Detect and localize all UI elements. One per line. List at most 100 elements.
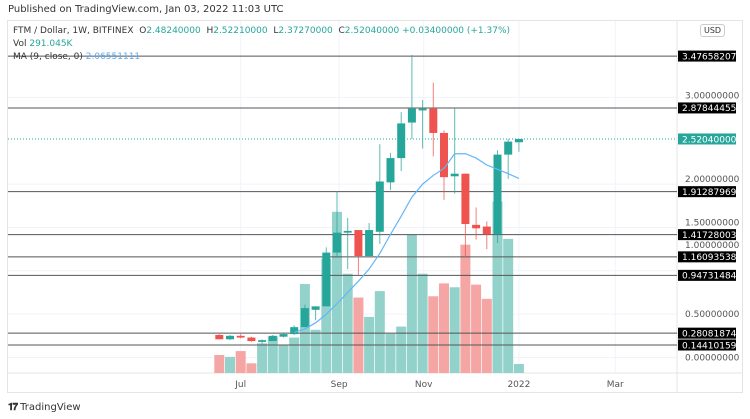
logo-text: TradingView — [20, 402, 81, 413]
volume-bar — [235, 351, 246, 373]
y-tick-label: 0.50000000 — [685, 310, 740, 320]
candle-body — [450, 173, 459, 177]
volume-bar — [332, 211, 342, 373]
candle-body — [322, 252, 331, 307]
level-label-bg — [678, 229, 736, 241]
y-tick-label: 0.00000000 — [685, 354, 740, 364]
level-price-label: 3.47658207 — [682, 52, 736, 62]
level-label-bg — [678, 339, 736, 351]
ma-label: MA (9, close, 0) — [13, 52, 83, 62]
level-price-label: 2.87844455 — [682, 104, 736, 114]
chart-frame — [7, 20, 743, 393]
volume-bar — [396, 326, 407, 373]
last-price-label-bg — [678, 133, 736, 145]
level-label-bg — [678, 251, 736, 263]
last-price-label: 2.52040000 — [682, 135, 737, 145]
candle-body — [311, 306, 320, 310]
candle-body — [407, 108, 416, 123]
chart-legend: FTM / Dollar, 1W, BITFINEX O2.48240000 H… — [13, 26, 511, 62]
candle-body — [354, 230, 363, 257]
volume-bar — [246, 363, 257, 373]
y-tick-label: 1.50000000 — [685, 218, 740, 228]
volume-bar — [406, 235, 417, 373]
x-tick-label: Sep — [331, 380, 348, 390]
volume-bar — [481, 298, 492, 373]
candle-body — [375, 181, 384, 232]
candle-body — [268, 335, 277, 342]
level-label-bg — [678, 102, 736, 114]
level-price-label: 0.14410159 — [682, 341, 737, 351]
volume-bar — [471, 284, 482, 373]
published-caption: Published on TradingView.com, Jan 03, 20… — [8, 4, 284, 15]
candle-body — [440, 132, 448, 178]
level-price-label: 0.94731484 — [682, 272, 737, 282]
candle-body — [333, 232, 341, 253]
candle-body — [236, 335, 245, 338]
volume-bar — [417, 273, 428, 373]
volume-bar — [385, 333, 396, 373]
y-tick-label: 3.00000000 — [685, 91, 740, 101]
level-price-label: 1.16093538 — [682, 253, 737, 263]
candle-body — [514, 138, 523, 143]
candle-body — [258, 340, 267, 342]
volume-bar — [428, 296, 439, 373]
candle-body — [461, 173, 470, 224]
level-label-bg — [678, 186, 736, 198]
candle-body — [472, 224, 481, 229]
candle-body — [247, 337, 256, 342]
x-tick-label: Nov — [415, 380, 433, 390]
level-price-label: 1.41728003 — [682, 231, 736, 241]
volume-bar — [278, 345, 289, 373]
change-value: +0.03400000 (+1.37%) — [402, 26, 511, 36]
volume-bar — [503, 238, 514, 373]
tradingview-logo[interactable]: 𝟏𝟕 TradingView — [8, 402, 81, 413]
volume-bar — [353, 297, 364, 373]
volume-bar — [342, 273, 353, 373]
currency-button[interactable]: USD — [700, 24, 726, 37]
volume-bar — [460, 244, 471, 373]
candle-body — [290, 327, 299, 335]
candle-body — [504, 141, 513, 155]
candle-body — [215, 334, 224, 340]
volume-bar — [289, 337, 300, 373]
candle-body — [386, 158, 395, 183]
volume-bar — [225, 356, 235, 373]
candle-body — [365, 230, 374, 257]
close-value: 2.52040000 — [344, 26, 400, 36]
vol-label: Vol — [13, 39, 27, 49]
level-label-bg — [678, 50, 736, 62]
candle-body — [418, 108, 427, 111]
level-label-bg — [678, 269, 736, 281]
y-tick-label: 1.00000000 — [685, 241, 740, 251]
vol-value: 291.045K — [29, 39, 73, 49]
volume-bar — [439, 283, 449, 373]
volume-bar — [310, 329, 321, 373]
candle-body — [493, 154, 502, 235]
x-tick-label: 2022 — [507, 380, 530, 390]
y-tick-label: 2.00000000 — [685, 175, 740, 185]
candle-body — [300, 308, 309, 328]
volume-bar — [374, 291, 385, 373]
volume-bar — [513, 363, 524, 373]
candle-body — [226, 335, 234, 340]
ma-value: 2.06551111 — [85, 52, 141, 62]
candle-body — [482, 226, 491, 235]
ma-line — [294, 153, 520, 333]
level-price-label: 1.91287969 — [682, 188, 737, 198]
level-price-label: 0.28081874 — [682, 329, 737, 339]
volume-bar — [267, 336, 278, 373]
volume-bar — [492, 201, 503, 373]
candle-body — [429, 108, 438, 133]
x-tick-label: Mar — [607, 380, 624, 390]
open-value: 2.48240000 — [146, 26, 201, 36]
volume-bar — [257, 343, 268, 373]
x-tick-label: Jul — [234, 380, 246, 390]
candle-body — [279, 334, 288, 337]
tv-logo-icon: 𝟏𝟕 — [8, 402, 18, 413]
high-value: 2.52210000 — [213, 26, 268, 36]
volume-bar — [321, 258, 332, 373]
candle-body — [343, 230, 352, 233]
candle-body — [397, 123, 406, 159]
volume-bar — [449, 287, 460, 373]
